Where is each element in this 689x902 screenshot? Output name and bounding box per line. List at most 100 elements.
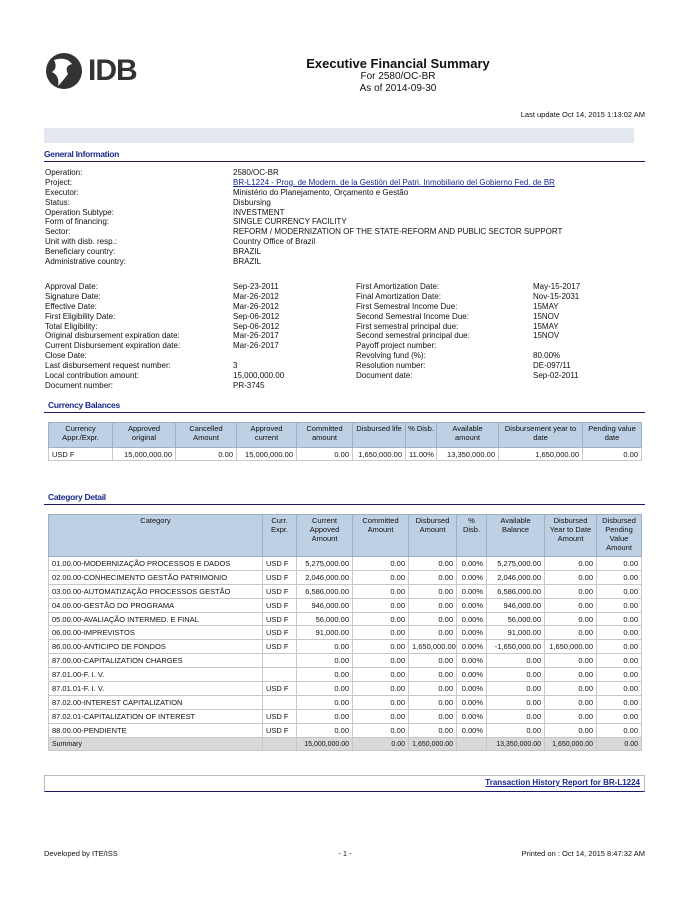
- table-cell: 03.00.00-AUTOMATIZAÇÃO PROCESSOS GESTÃO: [48, 583, 263, 599]
- info-value: Mar-26-2017: [233, 331, 279, 341]
- column-header: Committed amount: [296, 422, 353, 448]
- table-cell: 1,650,000.00: [498, 447, 583, 461]
- table-cell: 0.00: [296, 722, 353, 738]
- table-cell: USD F: [262, 611, 297, 627]
- table-cell: 01.00.00-MODERNIZAÇÃO PROCESSOS E DADOS: [48, 556, 263, 571]
- divider: [44, 504, 645, 505]
- table-cell: 0.00: [596, 694, 642, 710]
- info-value: May-15-2017: [533, 282, 581, 291]
- table-row: 86.00.00-ANTICIPO DE FONDOS USD F 0.00 0.00…: [48, 639, 642, 655]
- table-cell: 0.00: [544, 625, 597, 641]
- table-cell: 0.00: [352, 722, 409, 738]
- table-cell: [262, 694, 297, 710]
- info-label: Second Semestral Income Due:: [356, 311, 469, 321]
- table-cell: 0.00: [596, 736, 642, 752]
- info-row: Final Amortization Date: Nov-15-2031: [356, 292, 646, 302]
- table-cell: 91,000.00: [486, 625, 545, 641]
- table-cell: 13,350,000.00: [436, 447, 499, 461]
- idb-logo: IDB: [44, 52, 138, 90]
- info-label: Status:: [45, 197, 70, 207]
- info-row: Executor: Ministério do Planejamento, Orç…: [45, 188, 645, 198]
- column-header: Disbursed life: [352, 422, 406, 448]
- table-cell: 0.00%: [456, 597, 487, 613]
- table-cell: 0.00: [352, 708, 409, 724]
- info-label: Project:: [45, 177, 73, 187]
- info-value: 15,000,000.00: [233, 371, 285, 381]
- table-cell: 0.00: [596, 556, 642, 571]
- as-of-date: As of 2014-09-30: [359, 83, 437, 94]
- table-cell: 15,000,000.00: [296, 736, 353, 752]
- table-cell: USD F: [262, 583, 297, 599]
- table-cell: 0.00: [544, 611, 597, 627]
- table-row: 88.00.00-PENDIENTE USD F 0.00 0.00 0.00 0.00%…: [48, 722, 642, 738]
- table-cell: 0.00: [352, 597, 409, 613]
- table-cell: 6,586,000.00: [486, 583, 545, 599]
- table-cell: 87.00.00-CAPITALIZATION CHARGES: [48, 653, 263, 669]
- project-link[interactable]: BR-L1224 - Prog. de Modern. de la Gestió…: [233, 177, 555, 187]
- info-label: Total Eligibility:: [45, 321, 98, 331]
- currency-balances-heading: Currency Balances: [48, 400, 120, 410]
- category-detail-table: Category Curr. Expr. Current Appoved Amoun…: [48, 514, 642, 752]
- info-value: Mar-26-2012: [233, 301, 279, 311]
- table-cell: 1,650,000.00: [544, 639, 597, 655]
- table-cell: 2,046,000.00: [296, 569, 353, 585]
- table-cell: 0.00%: [456, 556, 487, 571]
- table-cell: [456, 736, 487, 752]
- table-cell: 0.00: [408, 722, 457, 738]
- table-cell: 0.00: [408, 597, 457, 613]
- table-cell: 0.00: [352, 611, 409, 627]
- table-row: 87.02.00-INTEREST CAPITALIZATION 0.00 0.00…: [48, 694, 642, 710]
- info-row: Revolving fund (%): 80.00%: [356, 351, 646, 361]
- table-cell: 87.02.00-INTEREST CAPITALIZATION: [48, 694, 263, 710]
- info-label: Revolving fund (%):: [356, 351, 426, 361]
- table-cell: 0.00: [486, 653, 545, 669]
- column-header: Disbursement year to date: [498, 422, 583, 448]
- table-cell: 0.00: [296, 667, 353, 683]
- table-cell: 86.00.00-ANTICIPO DE FONDOS: [48, 639, 263, 655]
- info-value: BRAZIL: [233, 257, 262, 267]
- table-row: 01.00.00-MODERNIZAÇÃO PROCESSOS E DADOS U…: [48, 556, 642, 571]
- table-cell: 0.00: [544, 708, 597, 724]
- header-row: Currency Appr./Expr. Approved original Can…: [48, 422, 642, 448]
- table-cell: 0.00: [296, 694, 353, 710]
- info-row: First Amortization Date: May-15-2017: [356, 282, 646, 292]
- info-label: Last disbursement request number:: [45, 361, 171, 371]
- category-detail-heading: Category Detail: [48, 492, 106, 502]
- info-row: Current Disbursement expiration date: Mar…: [45, 341, 355, 351]
- info-row: Administrative country: BRAZIL: [45, 257, 645, 267]
- report-title: Executive Financial Summary: [306, 56, 490, 71]
- info-label: First Semestral Income Due:: [356, 301, 458, 311]
- info-label: Signature Date:: [45, 291, 101, 301]
- table-cell: USD F: [262, 556, 297, 571]
- column-header: Current Appoved Amount: [296, 514, 353, 557]
- transaction-history-link[interactable]: Transaction History Report for BR-L1224: [485, 778, 640, 787]
- info-label: Close Date:: [45, 351, 87, 361]
- table-cell: 0.00%: [456, 639, 487, 655]
- info-row: Status: Disbursing: [45, 198, 645, 208]
- table-cell: 0.00: [352, 694, 409, 710]
- info-value: INVESTMENT: [233, 207, 285, 217]
- table-cell: 0.00: [544, 667, 597, 683]
- info-label: Local contribution amount:: [45, 371, 139, 381]
- divider: [44, 412, 645, 413]
- dates-left: Approval Date: Sep-23-2011 Signature Date:…: [45, 282, 355, 391]
- table-cell: 0.00: [296, 681, 353, 696]
- column-header: Available Balance: [486, 514, 545, 557]
- info-label: Second semestral principal due:: [356, 331, 470, 341]
- info-label: Unit with disb. resp.:: [45, 237, 118, 247]
- table-row: 87.02.01-CAPITALIZATION OF INTEREST USD F…: [48, 708, 642, 724]
- info-label: Beneficiary country:: [45, 247, 116, 257]
- info-value: DE-097/11: [533, 361, 571, 371]
- table-cell: 0.00: [486, 694, 545, 710]
- info-value: Sep-06-2012: [233, 311, 280, 321]
- report-subtitle: For 2580/OC-BR: [360, 71, 436, 82]
- table-cell: 0.00: [408, 653, 457, 669]
- table-cell: -1,650,000.00: [486, 639, 545, 655]
- table-cell: 0.00: [352, 736, 409, 752]
- info-row: Project: BR-L1224 - Prog. de Modern. de l…: [45, 178, 645, 188]
- info-row: Operation Subtype: INVESTMENT: [45, 208, 645, 218]
- table-cell: USD F: [262, 625, 297, 641]
- table-cell: 1,650,000.00: [352, 447, 406, 461]
- table-cell: 0.00: [596, 625, 642, 641]
- table-cell: 5,275,000.00: [486, 556, 545, 571]
